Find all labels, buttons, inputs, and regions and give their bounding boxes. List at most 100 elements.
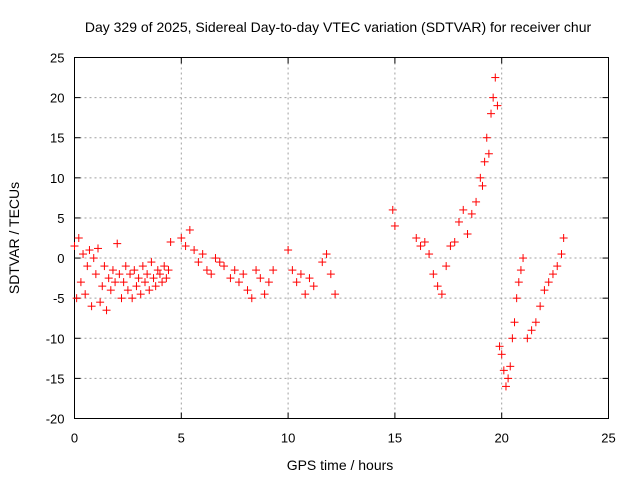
data-point	[147, 258, 156, 267]
data-point	[194, 258, 203, 267]
data-point	[467, 209, 476, 218]
x-tick-label: 15	[388, 431, 402, 446]
y-tick-label: 5	[57, 211, 64, 226]
data-point	[162, 274, 171, 283]
data-point	[544, 278, 553, 287]
data-point	[331, 290, 340, 299]
data-point	[149, 274, 158, 283]
data-point	[326, 270, 335, 279]
data-point	[489, 93, 498, 102]
data-point	[480, 157, 489, 166]
data-point	[472, 197, 481, 206]
data-point	[81, 290, 90, 299]
data-point	[155, 270, 164, 279]
data-point	[512, 294, 521, 303]
data-point	[510, 318, 519, 327]
data-point	[491, 73, 500, 82]
data-point	[463, 229, 472, 238]
data-point	[102, 306, 111, 315]
chart-title: Day 329 of 2025, Sidereal Day-to-day VTE…	[85, 19, 592, 35]
data-point	[234, 278, 243, 287]
y-axis: -20 -15 -10 -5 0 5 10 15 20 25	[46, 51, 609, 427]
data-point	[527, 326, 536, 335]
x-tick-label: 25	[601, 431, 615, 446]
data-point	[138, 262, 147, 271]
y-tick-label: 15	[50, 131, 64, 146]
data-point	[220, 262, 229, 271]
data-point	[288, 266, 297, 275]
data-point	[454, 217, 463, 226]
data-point	[540, 286, 549, 295]
plot-frame	[74, 57, 609, 419]
y-tick-label: -15	[46, 371, 65, 386]
x-tick-label: 0	[71, 431, 78, 446]
data-point	[128, 294, 137, 303]
data-point	[111, 278, 120, 287]
data-point	[322, 250, 331, 259]
data-point	[495, 342, 504, 351]
data-point	[239, 270, 248, 279]
data-point	[459, 205, 468, 214]
data-point	[185, 225, 194, 234]
data-point	[559, 234, 568, 242]
data-point	[442, 262, 451, 271]
data-point	[264, 278, 273, 287]
data-point	[256, 274, 265, 283]
data-point	[93, 244, 102, 253]
data-point	[301, 290, 310, 299]
data-point	[121, 262, 130, 271]
data-point	[164, 266, 173, 275]
data-point	[153, 266, 162, 275]
data-point	[91, 270, 100, 279]
data-point	[309, 282, 318, 291]
data-point	[318, 258, 327, 267]
grid	[74, 57, 609, 419]
data-point	[98, 282, 107, 291]
data-point	[85, 246, 94, 255]
y-tick-label: 25	[50, 51, 64, 66]
data-point	[536, 302, 545, 311]
data-point	[177, 234, 186, 242]
data-point	[230, 266, 239, 275]
data-point	[437, 290, 446, 299]
data-point	[106, 286, 115, 295]
x-tick-label: 5	[178, 431, 185, 446]
data-point	[548, 270, 557, 279]
y-tick-label: 10	[50, 171, 64, 186]
data-point	[79, 250, 88, 259]
data-point	[140, 278, 149, 287]
data-point	[487, 109, 496, 118]
data-point	[72, 294, 81, 303]
data-point	[117, 294, 126, 303]
data-point	[493, 101, 502, 110]
data-point	[207, 270, 216, 279]
y-tick-label: -10	[46, 331, 65, 346]
data-point	[514, 278, 523, 287]
data-point	[425, 250, 434, 259]
data-point	[416, 242, 425, 251]
data-point	[74, 234, 83, 242]
data-point	[497, 350, 506, 359]
data-point	[269, 266, 278, 275]
data-point	[284, 246, 293, 255]
data-point	[501, 382, 510, 391]
x-axis: 0 5 10 15 20 25	[71, 57, 616, 446]
data-point	[143, 270, 152, 279]
data-point	[420, 238, 429, 247]
data-point	[96, 298, 105, 307]
data-point	[476, 173, 485, 182]
data-point	[292, 278, 301, 287]
x-tick-label: 20	[494, 431, 508, 446]
y-tick-label: 0	[57, 251, 64, 266]
data-point	[429, 270, 438, 279]
data-point	[523, 334, 532, 343]
data-point	[104, 274, 113, 283]
x-axis-label: GPS time / hours	[287, 457, 394, 473]
data-point	[215, 258, 224, 267]
data-point	[115, 270, 124, 279]
y-tick-label: -20	[46, 412, 65, 427]
data-point	[508, 334, 517, 343]
data-point	[108, 266, 117, 275]
data-point	[557, 250, 566, 259]
